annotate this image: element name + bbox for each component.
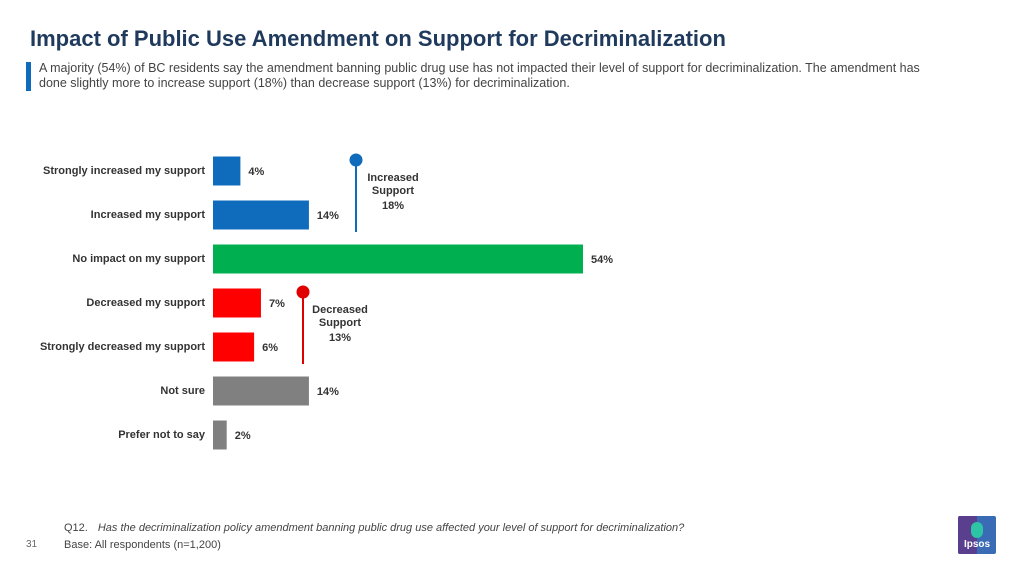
bar-chart: Strongly increased my support 4% Increased… <box>40 153 613 450</box>
data-label: 4% <box>248 166 264 178</box>
category-label: Decreased my support <box>86 297 205 309</box>
data-label: 14% <box>317 386 339 398</box>
data-label: 54% <box>591 254 613 266</box>
page-number: 31 <box>26 539 38 550</box>
page-subtitle: A majority (54%) of BC residents say the… <box>39 61 920 90</box>
bar <box>213 156 241 186</box>
annotation-label: Increased <box>367 172 418 184</box>
question-id: Q12. <box>64 522 88 534</box>
annotation-label: Decreased <box>312 304 368 316</box>
bar <box>213 244 583 274</box>
category-label: No impact on my support <box>72 253 205 265</box>
question-footnote: Q12. Has the decriminalization policy ame… <box>64 522 684 534</box>
annotation-label: Support <box>372 185 414 197</box>
data-label: 2% <box>235 430 251 442</box>
bar <box>213 288 261 318</box>
annotation-marker <box>349 153 363 167</box>
ipsos-logo: Ipsos <box>958 516 996 554</box>
annotation-value: 18% <box>382 200 404 212</box>
category-label: Strongly increased my support <box>43 165 205 177</box>
data-label: 14% <box>317 210 339 222</box>
bar <box>213 420 227 450</box>
category-label: Increased my support <box>91 209 206 221</box>
page-title: Impact of Public Use Amendment on Suppor… <box>30 26 726 51</box>
category-label: Not sure <box>160 385 205 397</box>
bar <box>213 200 309 230</box>
subtitle-accent-bar <box>26 62 31 91</box>
category-label: Strongly decreased my support <box>40 341 205 353</box>
question-text: Has the decriminalization policy amendme… <box>97 522 685 534</box>
bar <box>213 332 255 362</box>
annotation-label: Support <box>319 317 361 329</box>
bar <box>213 376 309 406</box>
category-label: Prefer not to say <box>118 429 206 441</box>
data-label: 6% <box>262 342 278 354</box>
annotation-marker <box>296 285 310 299</box>
data-label: 7% <box>269 298 285 310</box>
logo-text: Ipsos <box>963 539 991 550</box>
base-note: Base: All respondents (n=1,200) <box>64 539 221 551</box>
annotation-value: 13% <box>329 332 351 344</box>
